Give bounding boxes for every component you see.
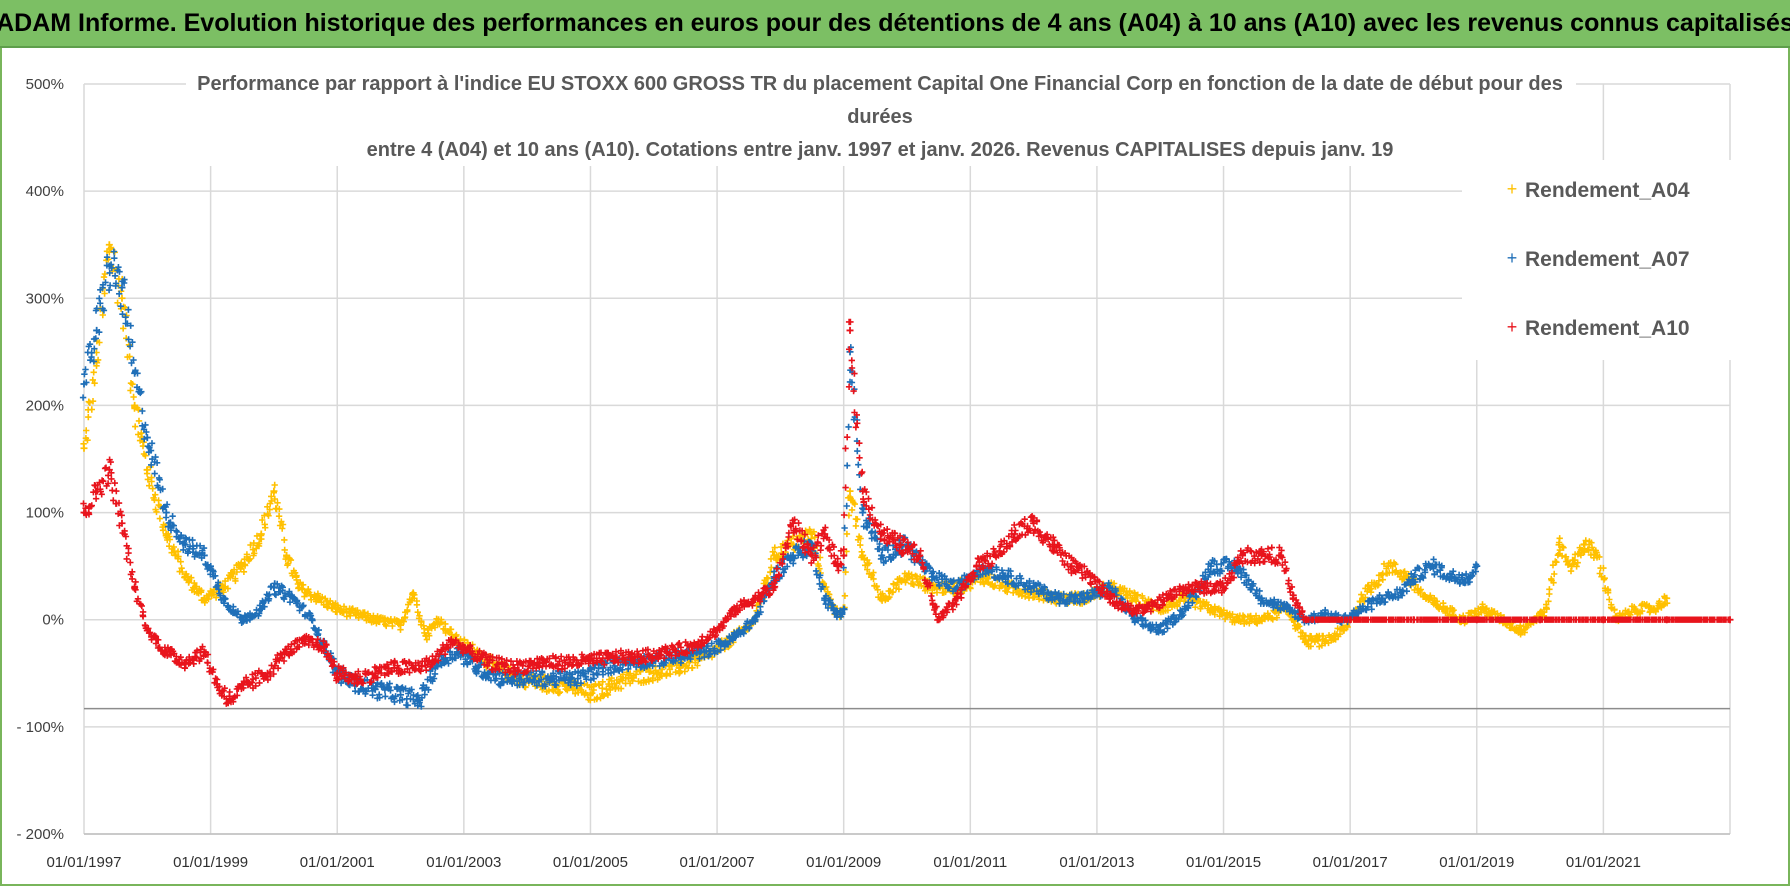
y-tick-label-3: 200%	[26, 397, 64, 414]
legend-label-a07: Rendement_A07	[1525, 248, 1690, 271]
legend-label-a04: Rendement_A04	[1525, 179, 1690, 202]
markers-a07	[79, 248, 1480, 710]
legend-marker-a07: +	[1507, 248, 1518, 268]
x-tick-label-8: 01/01/2013	[1059, 854, 1134, 871]
series-a10	[80, 318, 1734, 707]
x-tick-label-11: 01/01/2019	[1439, 854, 1514, 871]
legend-label-a10: Rendement_A10	[1525, 317, 1690, 340]
y-tick-label-4: 100%	[26, 505, 64, 522]
y-tick-label-2: 300%	[26, 290, 64, 307]
legend: + Rendement_A04 + Rendement_A07 + Rendem…	[1462, 160, 1732, 360]
point-a04-3	[118, 294, 126, 302]
x-tick-label-0: 01/01/1997	[46, 854, 121, 871]
x-tick-label-9: 01/01/2015	[1186, 854, 1261, 871]
x-tick-label-2: 01/01/2001	[300, 854, 375, 871]
legend-marker-a10: +	[1507, 317, 1518, 337]
legend-marker-a04: +	[1507, 179, 1518, 199]
x-tick-label-4: 01/01/2005	[553, 854, 628, 871]
y-tick-label-1: 400%	[26, 183, 64, 200]
series-a07	[79, 248, 1481, 710]
chart-title-line-2: durées	[847, 106, 913, 128]
y-tick-label-0: 500%	[26, 76, 64, 93]
x-tick-label-1: 01/01/1999	[173, 854, 248, 871]
y-tick-label-5: 0%	[42, 612, 64, 629]
x-tick-label-10: 01/01/2017	[1313, 854, 1388, 871]
banner-title: ADAM Informe. Evolution historique des p…	[0, 8, 1790, 37]
point-a04-43	[846, 487, 854, 495]
x-tick-label-7: 01/01/2011	[933, 854, 1007, 871]
page-banner: ADAM Informe. Evolution historique des p…	[0, 0, 1790, 48]
x-tick-label-5: 01/01/2007	[680, 854, 755, 871]
y-tick-label-7: - 200%	[16, 826, 64, 843]
markers-a10	[80, 318, 1734, 707]
y-tick-label-6: - 100%	[16, 719, 64, 736]
point-a10-42	[846, 326, 854, 334]
point-a07-3	[118, 284, 126, 292]
x-tick-label-6: 01/01/2009	[806, 854, 881, 871]
chart-title-line-3: entre 4 (A04) et 10 ans (A10). Cotations…	[367, 139, 1394, 161]
chart-title-line-1: Performance par rapport à l'indice EU ST…	[197, 73, 1563, 95]
x-tick-label-3: 01/01/2003	[426, 854, 501, 871]
point-a07-18	[397, 691, 405, 699]
point-a10-54	[1068, 562, 1076, 570]
title-background	[186, 66, 1576, 166]
x-tick-label-12: 01/01/2021	[1566, 854, 1641, 871]
